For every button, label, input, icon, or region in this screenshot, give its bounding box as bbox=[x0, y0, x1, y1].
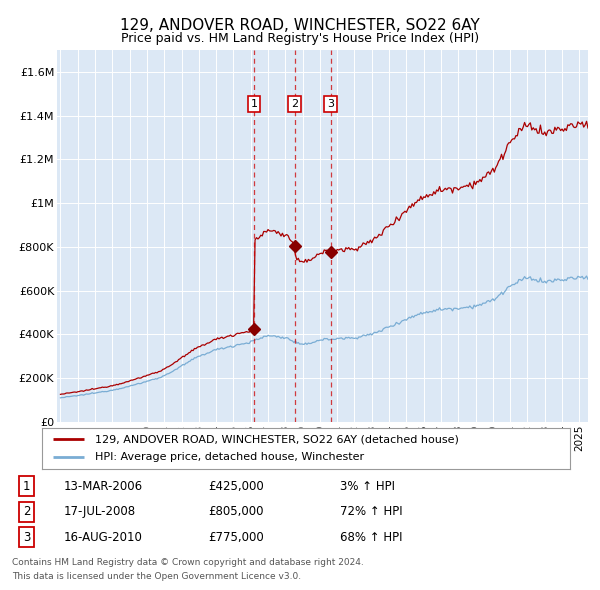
Text: 2: 2 bbox=[23, 505, 30, 519]
Text: 72% ↑ HPI: 72% ↑ HPI bbox=[340, 505, 403, 519]
Text: 13-MAR-2006: 13-MAR-2006 bbox=[64, 480, 143, 493]
Text: 17-JUL-2008: 17-JUL-2008 bbox=[64, 505, 136, 519]
Text: 1: 1 bbox=[251, 99, 257, 109]
Text: 129, ANDOVER ROAD, WINCHESTER, SO22 6AY (detached house): 129, ANDOVER ROAD, WINCHESTER, SO22 6AY … bbox=[95, 434, 458, 444]
Text: 3% ↑ HPI: 3% ↑ HPI bbox=[340, 480, 395, 493]
Text: 16-AUG-2010: 16-AUG-2010 bbox=[64, 531, 143, 544]
Text: 129, ANDOVER ROAD, WINCHESTER, SO22 6AY: 129, ANDOVER ROAD, WINCHESTER, SO22 6AY bbox=[120, 18, 480, 32]
Text: 3: 3 bbox=[327, 99, 334, 109]
Text: Contains HM Land Registry data © Crown copyright and database right 2024.: Contains HM Land Registry data © Crown c… bbox=[12, 558, 364, 566]
Text: This data is licensed under the Open Government Licence v3.0.: This data is licensed under the Open Gov… bbox=[12, 572, 301, 581]
Text: HPI: Average price, detached house, Winchester: HPI: Average price, detached house, Winc… bbox=[95, 453, 364, 463]
Text: £805,000: £805,000 bbox=[208, 505, 263, 519]
Text: £775,000: £775,000 bbox=[208, 531, 263, 544]
Text: £425,000: £425,000 bbox=[208, 480, 263, 493]
Text: 2: 2 bbox=[291, 99, 298, 109]
Text: 68% ↑ HPI: 68% ↑ HPI bbox=[340, 531, 403, 544]
Text: Price paid vs. HM Land Registry's House Price Index (HPI): Price paid vs. HM Land Registry's House … bbox=[121, 32, 479, 45]
Text: 3: 3 bbox=[23, 531, 30, 544]
Text: 1: 1 bbox=[23, 480, 30, 493]
